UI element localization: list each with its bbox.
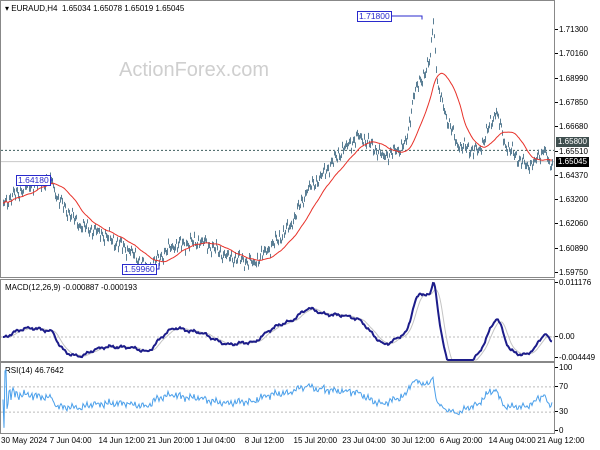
price-axis-label: 1.67850 — [559, 97, 588, 107]
axis-tick — [555, 336, 558, 337]
time-axis-label: 8 Jul 12:00 — [244, 436, 284, 445]
rsi-axis-label: 30 — [559, 407, 568, 417]
time-axis-label: 21 Jun 20:00 — [147, 436, 194, 445]
axis-tick — [555, 430, 558, 431]
low: 1.65019 — [124, 4, 154, 13]
annotation-swing-high: 1.64180 — [16, 175, 51, 186]
macd-axis-label: 0.00 — [559, 332, 575, 341]
close: 1.65045 — [155, 4, 185, 13]
macd-line — [3, 281, 553, 361]
time-axis-label: 14 Jun 12:00 — [98, 436, 145, 445]
chart-header: ▾ EURAUD,H4 1.65034 1.65078 1.65019 1.65… — [5, 4, 184, 13]
macd-axis-label: -0.004449 — [559, 353, 596, 363]
rsi-label: RSI(14) 46.7642 — [5, 366, 64, 375]
axis-tick — [555, 29, 558, 30]
time-axis-label: 1 Jul 04:00 — [196, 436, 236, 445]
time-axis-label: 21 Aug 12:00 — [537, 436, 585, 445]
macd-axis-label: 0.011176 — [559, 277, 592, 287]
moving-average-line — [2, 72, 553, 263]
level-price-box: 1.65800 — [556, 137, 589, 148]
price-axis-label: 1.66680 — [559, 122, 588, 132]
axis-tick — [555, 248, 558, 250]
axis-tick — [555, 52, 558, 54]
price-axis-label: 1.60890 — [559, 244, 588, 254]
watermark: ActionForex.com — [119, 59, 270, 81]
axis-tick — [555, 385, 558, 387]
time-axis-label: 23 Jul 04:00 — [342, 436, 386, 445]
rsi-plot — [1, 368, 554, 428]
time-axis-label: 30 May 2024 — [1, 436, 48, 445]
price-axis-label: 1.59750 — [559, 268, 588, 277]
rsi-axis-label: 0 — [559, 426, 564, 435]
rsi-axis-label: 70 — [559, 381, 568, 391]
price-axis-label: 1.68990 — [559, 73, 588, 83]
open: 1.65034 — [61, 4, 91, 13]
rsi-axis-label: 100 — [559, 363, 573, 372]
axis-tick — [555, 199, 558, 201]
high: 1.65078 — [93, 4, 123, 13]
annotation-high: 1.71800 — [357, 11, 392, 22]
price-chart[interactable]: ▾ EURAUD,H4 1.65034 1.65078 1.65019 1.65… — [0, 0, 555, 278]
axis-tick — [555, 77, 558, 79]
time-axis-label: 7 Jun 04:00 — [49, 436, 92, 445]
axis-tick — [555, 101, 558, 103]
macd-panel[interactable]: MACD(12,26,9) -0.000887 -0.000193 — [0, 279, 555, 362]
price-axis-label: 1.64370 — [559, 170, 588, 180]
axis-tick — [555, 150, 558, 152]
price-axis-label: 1.65510 — [559, 146, 588, 156]
time-axis-label: 14 Aug 04:00 — [488, 436, 536, 445]
axis-tick — [555, 272, 558, 273]
time-axis-label: 15 Jul 20:00 — [293, 436, 338, 445]
macd-plot — [1, 281, 554, 361]
price-axis-label: 1.71300 — [559, 25, 588, 34]
dropdown-icon[interactable]: ▾ — [5, 4, 10, 13]
macd-label: MACD(12,26,9) -0.000887 -0.000193 — [5, 283, 138, 292]
symbol: EURAUD,H4 — [11, 4, 58, 13]
axis-tick — [555, 223, 558, 225]
rsi-line — [2, 368, 553, 428]
annotation-low: 1.59960 — [122, 264, 157, 275]
rsi-panel[interactable]: RSI(14) 46.7642 — [0, 362, 555, 434]
annotation-connector — [388, 15, 423, 20]
price-plot — [1, 15, 554, 273]
price-axis-label: 1.63200 — [559, 195, 588, 205]
axis-tick — [555, 174, 558, 176]
time-axis-label: 6 Aug 20:00 — [439, 436, 483, 445]
price-axis-label: 1.62060 — [559, 219, 588, 229]
axis-tick — [555, 411, 558, 413]
axis-tick — [555, 281, 558, 283]
time-axis-label: 30 Jul 12:00 — [391, 436, 435, 445]
axis-tick — [555, 367, 558, 368]
current-price-box: 1.65045 — [556, 157, 589, 168]
axis-tick — [555, 126, 558, 128]
price-axis-label: 1.70160 — [559, 48, 588, 58]
axis-tick — [555, 357, 558, 359]
